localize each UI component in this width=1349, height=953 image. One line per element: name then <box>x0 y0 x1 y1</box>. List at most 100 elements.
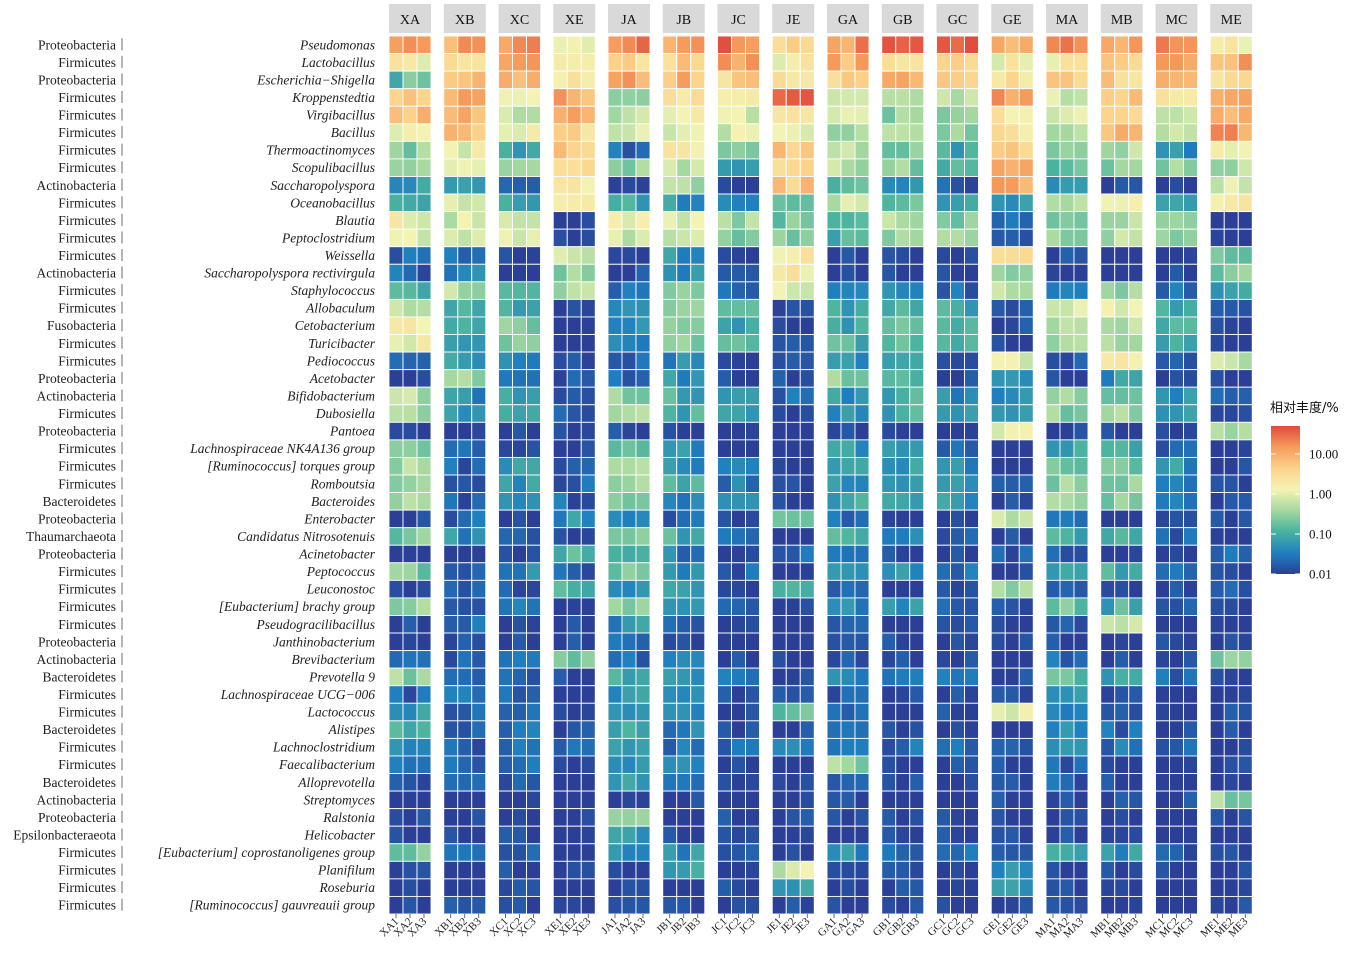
heatmap-cell <box>552 351 568 371</box>
heatmap-cell <box>1100 281 1116 300</box>
heatmap-cell <box>1004 298 1020 318</box>
heatmap-cell <box>1100 527 1116 546</box>
heatmap-cell <box>1128 492 1144 511</box>
heatmap-cell <box>607 70 623 90</box>
heatmap-cell <box>552 492 568 511</box>
heatmap-cell <box>799 650 815 669</box>
heatmap-cell <box>416 773 432 792</box>
heatmap-cell <box>1237 843 1253 862</box>
legend-colorbar <box>1271 426 1300 574</box>
heatmap-cell <box>1209 369 1225 388</box>
heatmap-cell <box>1155 878 1170 897</box>
heatmap-cell <box>990 579 1006 599</box>
phylum-label: Proteobacteria <box>38 511 116 526</box>
heatmap-cell <box>1183 334 1198 353</box>
heatmap-cell <box>402 825 418 845</box>
heatmap-cell <box>826 650 842 669</box>
heatmap-cell <box>552 860 568 880</box>
heatmap-cell <box>785 895 801 915</box>
heatmap-cell <box>388 334 404 353</box>
phylum-label: Firmicutes <box>58 459 116 474</box>
heatmap-cell <box>1004 176 1020 195</box>
heatmap-cell <box>771 246 787 265</box>
heatmap-cell <box>512 702 527 722</box>
heatmap-cell <box>1100 70 1116 90</box>
heatmap-cell <box>1004 158 1020 177</box>
heatmap-cell <box>402 298 418 318</box>
heatmap-cell <box>1100 860 1116 880</box>
heatmap-cell <box>690 773 706 792</box>
heatmap-cell <box>607 53 623 72</box>
heatmap-cell <box>676 351 692 371</box>
heatmap-cell <box>1183 228 1198 248</box>
heatmap-cell <box>416 808 432 827</box>
heatmap-cell <box>416 211 432 230</box>
heatmap-cell <box>1073 509 1089 529</box>
heatmap-cell <box>1018 474 1034 494</box>
heatmap-cell <box>1004 70 1020 90</box>
heatmap-cell <box>854 720 870 739</box>
heatmap-cell <box>512 492 527 511</box>
heatmap-cell <box>662 720 678 739</box>
heatmap-cell <box>1073 755 1089 774</box>
heatmap-cell <box>909 579 925 599</box>
heatmap-cell <box>826 562 842 581</box>
heatmap-cell <box>662 421 678 441</box>
heatmap-cell <box>662 737 678 757</box>
heatmap-cell <box>990 70 1006 90</box>
heatmap-cell <box>1155 351 1170 371</box>
heatmap-cell <box>1059 650 1075 669</box>
heatmap-cell <box>512 211 527 230</box>
heatmap-cell <box>457 334 473 353</box>
heatmap-cell <box>881 334 897 353</box>
heatmap-cell <box>909 456 925 476</box>
heatmap-cell <box>1059 737 1075 757</box>
heatmap-cell <box>512 105 527 125</box>
heatmap-cell <box>950 509 965 529</box>
heatmap-cell <box>662 667 678 687</box>
heatmap-cell <box>607 650 623 669</box>
heatmap-cell <box>799 615 815 634</box>
heatmap-cell <box>1018 281 1034 300</box>
heatmap-cell <box>881 597 897 616</box>
heatmap-cell <box>950 843 965 862</box>
heatmap-cell <box>1155 123 1170 142</box>
heatmap-cell <box>909 808 925 827</box>
genus-label: Alloprevotella <box>297 775 375 790</box>
heatmap-cell <box>1128 790 1144 810</box>
heatmap-cell <box>1045 895 1061 915</box>
heatmap-cell <box>731 702 746 722</box>
heatmap-cell <box>662 351 678 371</box>
heatmap-cell <box>416 351 432 371</box>
heatmap-cell <box>1114 316 1130 335</box>
heatmap-cell <box>635 632 651 652</box>
heatmap-cell <box>1128 720 1144 739</box>
heatmap-cell <box>443 527 459 546</box>
heatmap-cell <box>388 228 404 248</box>
heatmap-cell <box>402 562 418 581</box>
heatmap-cell <box>990 843 1006 862</box>
heatmap-cell <box>1223 474 1239 494</box>
heatmap-cell <box>662 316 678 335</box>
heatmap-cell <box>1237 140 1253 160</box>
heatmap-cell <box>840 755 856 774</box>
heatmap-cell <box>443 702 459 722</box>
heatmap-cell <box>1059 579 1075 599</box>
heatmap-cell <box>416 88 432 107</box>
heatmap-cell <box>826 351 842 371</box>
heatmap-cell <box>854 123 870 142</box>
heatmap-cell <box>690 35 706 55</box>
heatmap-facets: XAXA1XA2XA3XBXB1XB2XB3XCXC1XC2XC3XEXE1XE… <box>378 4 1253 941</box>
heatmap-cell <box>1059 597 1075 616</box>
heatmap-cell <box>1004 439 1020 458</box>
heatmap-cell <box>526 263 541 283</box>
heatmap-cell <box>1073 211 1089 230</box>
heatmap-cell <box>1169 579 1184 599</box>
heatmap-cell <box>471 351 487 371</box>
heatmap-cell <box>936 790 951 810</box>
heatmap-cell <box>457 474 473 494</box>
heatmap-cell <box>498 843 513 862</box>
heatmap-cell <box>1045 456 1061 476</box>
heatmap-cell <box>826 386 842 406</box>
heatmap-cell <box>826 281 842 300</box>
